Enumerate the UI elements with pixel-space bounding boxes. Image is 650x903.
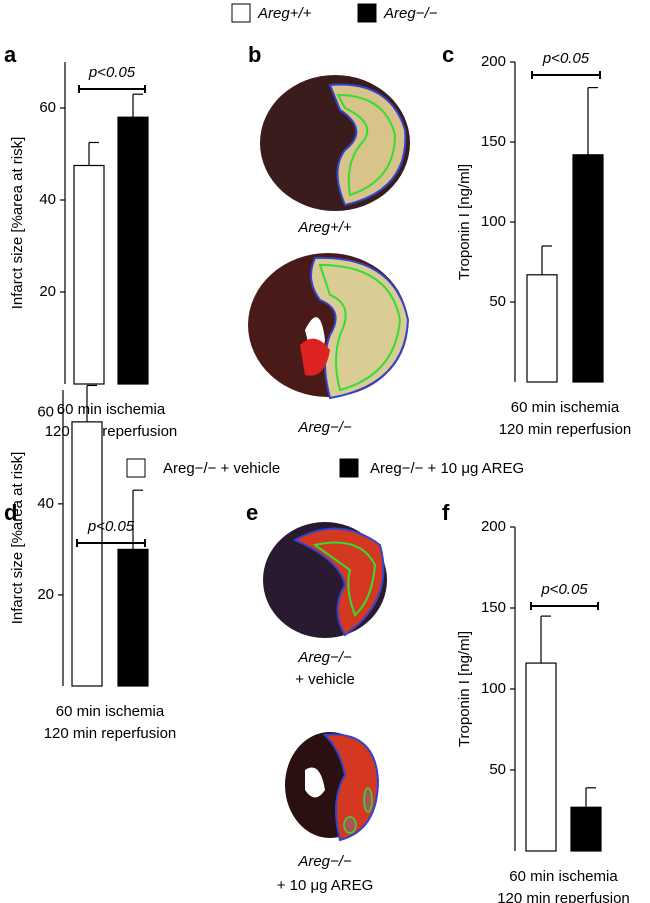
y-tick-label: 40 [37,495,54,512]
y-axis-label: Troponin I [ng/ml] [456,164,473,280]
x-axis-label: 120 min reperfusion [45,423,178,440]
y-tick-label: 100 [481,213,506,230]
bar [117,116,149,385]
annotation: p<0.05 [542,50,590,67]
y-tick-label: 150 [481,599,506,616]
y-axis-label: Infarct size [%area at risk] [9,137,26,310]
x-axis-label: 60 min ischemia [509,868,618,885]
image-caption: Areg−/− [297,649,352,666]
y-axis-label: Troponin I [ng/ml] [456,631,473,747]
bar [570,806,602,852]
heart-image [285,732,380,842]
x-axis-label: 120 min reperfusion [499,421,632,438]
bar [572,154,604,383]
y-tick-label: 60 [37,404,54,421]
y-tick-label: 20 [39,283,56,300]
y-tick-label: 100 [481,680,506,697]
legend-swatch [231,3,251,23]
heart-image [263,522,387,638]
image-caption: Areg−/− [297,853,352,870]
heart-image [260,75,410,211]
image-caption: + vehicle [295,671,355,688]
bar [525,662,557,852]
y-tick-label: 150 [481,133,506,150]
legend-label: Areg−/− + 10 μg AREG [370,460,524,477]
y-tick-label: 200 [481,518,506,535]
y-tick-label: 50 [489,293,506,310]
y-axis-label: Infarct size [%area at risk] [9,452,26,625]
panel-label: d [4,500,17,525]
y-tick-label: 20 [37,586,54,603]
panel-label: c [442,42,454,67]
annotation: p<0.05 [540,581,588,598]
y-tick-label: 40 [39,191,56,208]
legend-swatch [339,458,359,478]
bar [73,164,105,385]
annotation: p<0.05 [87,518,135,535]
panel-label: b [248,42,261,67]
legend-swatch [126,458,146,478]
image-caption: Areg+/+ [297,219,352,236]
x-axis-label: 120 min reperfusion [497,890,630,903]
image-caption: + 10 μg AREG [277,877,374,894]
x-axis-label: 120 min reperfusion [44,725,177,742]
annotation: p<0.05 [88,64,136,81]
y-tick-label: 60 [39,99,56,116]
legend-label: Areg−/− [383,5,438,22]
y-tick-label: 50 [489,761,506,778]
image-caption: Areg−/− [297,419,352,436]
y-tick-label: 200 [481,53,506,70]
panel-label: a [4,42,17,67]
legend-swatch [357,3,377,23]
legend-label: Areg−/− + vehicle [163,460,280,477]
bar [71,421,103,687]
bar [526,274,558,383]
x-axis-label: 60 min ischemia [511,399,620,416]
panel-label: e [246,500,258,525]
bar [117,548,149,687]
legend-label: Areg+/+ [257,5,312,22]
x-axis-label: 60 min ischemia [56,703,165,720]
x-axis-label: 60 min ischemia [57,401,166,418]
heart-image [248,253,410,400]
panel-label: f [442,500,450,525]
